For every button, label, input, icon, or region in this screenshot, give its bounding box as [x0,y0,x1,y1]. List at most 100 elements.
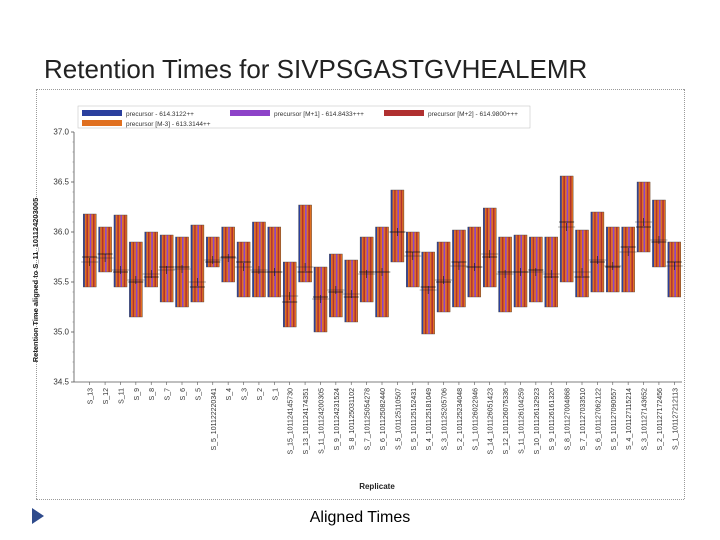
y-axis-title: Retention Time aligned to S_11_101124203… [31,198,40,363]
box-stripe [407,232,410,287]
box-stripe [325,267,328,332]
replicate-box [373,226,391,318]
box-stripe [397,190,400,262]
box-stripe [286,262,289,327]
x-tick-label: S_12_101126075336 [503,388,510,455]
box-stripe [463,230,466,307]
box-stripe [246,242,249,297]
slide-title: Retention Times for SIVPSGASTGVHEALEMR [44,54,588,84]
x-tick-label: S_3 [242,388,249,401]
x-tick-label: S_7_101127033510 [580,388,587,451]
box-stripe [544,237,547,307]
box-outline [159,234,174,303]
box-outline [467,226,482,298]
replicate-box [481,207,499,288]
box-stripe [540,237,543,302]
replicate-box [604,226,622,293]
box-stripe [607,227,610,292]
box-stripe [275,227,278,297]
box-stripe [122,215,124,287]
box-stripe [132,242,135,317]
box-stripe [629,227,632,292]
box-stripe [515,235,518,307]
x-tick-label: S_1 [272,388,279,401]
box-stripe [255,222,258,297]
x-tick-label: S_15_101124145730 [288,388,295,455]
box-outline [252,221,266,298]
box-stripe [315,267,318,332]
box-stripe [363,237,366,302]
box-stripe [88,214,90,287]
box-stripe [624,227,627,292]
box-stripe [248,242,251,297]
box-stripe [149,232,152,287]
box-stripe [200,225,203,302]
replicate-box [358,236,376,303]
x-tick-label: S_5_101125110507 [395,388,402,450]
box-stripe [161,235,164,302]
box-outline [313,266,328,333]
box-stripe [352,260,355,322]
y-tick-label: 34.5 [53,378,69,387]
replicate-box [204,236,222,268]
box-stripe [277,227,280,297]
box-stripe [523,235,526,307]
box-stripe [330,254,333,317]
box-stripe [371,237,374,302]
x-tick-label: S_4 [226,388,233,401]
replicate-box [142,231,160,288]
box-stripe [640,182,643,252]
x-tick-label: S_11_101126104259 [518,388,525,454]
x-tick-label: S_13 [88,388,95,404]
box-stripe [192,225,195,302]
box-outline [406,231,420,288]
box-stripe [284,262,287,327]
box-stripe [469,227,472,297]
box-stripe [154,232,157,287]
box-stripe [551,237,554,307]
box-stripe [621,227,624,292]
box-stripe [440,242,443,312]
x-tick-label: S_10_101126132923 [534,388,541,455]
replicate-box [558,175,576,283]
box-stripe [616,227,618,292]
box-stripe [489,208,492,287]
box-stripe [151,232,154,287]
y-tick-label: 36.5 [53,178,69,187]
box-stripe [262,222,264,297]
box-stripe [392,190,395,262]
box-stripe [190,225,193,302]
box-stripe [428,252,430,334]
box-stripe [217,237,220,267]
box-stripe [308,205,311,282]
box-stripe [152,232,155,287]
box-stripe [580,230,583,297]
box-stripe [586,230,589,297]
box-stripe [185,237,188,307]
box-stripe [364,237,367,302]
box-stripe [91,214,94,287]
box-stripe [354,260,357,322]
frame-right-edge [684,89,685,499]
box-stripe [169,235,172,302]
box-stripe [658,200,661,267]
box-outline [513,234,528,308]
box-stripe [546,237,549,307]
box-stripe [177,237,179,307]
box-stripe [245,242,247,297]
x-tick-label: S_5 [195,388,202,401]
box-stripe [194,225,196,302]
y-tick-label: 36.0 [53,228,69,237]
box-stripe [467,227,470,297]
x-tick-label: S_1_101127212113 [672,388,679,450]
frame-bottom-edge [36,499,684,500]
box-stripe [452,230,455,307]
y-tick-label: 37.0 [53,128,69,137]
box-stripe [612,227,615,292]
box-stripe [537,237,540,302]
box-stripe [300,205,303,282]
box-outline [221,226,235,283]
box-stripe [484,208,487,287]
box-stripe [125,215,128,287]
box-stripe [535,237,538,302]
